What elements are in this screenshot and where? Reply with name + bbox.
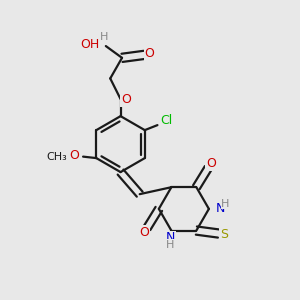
Text: O: O — [121, 93, 131, 106]
Text: CH₃: CH₃ — [47, 152, 68, 162]
Text: O: O — [139, 226, 149, 239]
Text: OH: OH — [80, 38, 99, 51]
Text: N: N — [166, 231, 175, 244]
Text: N: N — [215, 202, 225, 214]
Text: O: O — [69, 149, 79, 162]
Text: H: H — [221, 199, 230, 208]
Text: O: O — [145, 47, 154, 60]
Text: H: H — [100, 32, 108, 42]
Text: S: S — [220, 228, 228, 241]
Text: H: H — [166, 240, 174, 250]
Text: O: O — [206, 157, 216, 170]
Text: Cl: Cl — [161, 114, 173, 127]
